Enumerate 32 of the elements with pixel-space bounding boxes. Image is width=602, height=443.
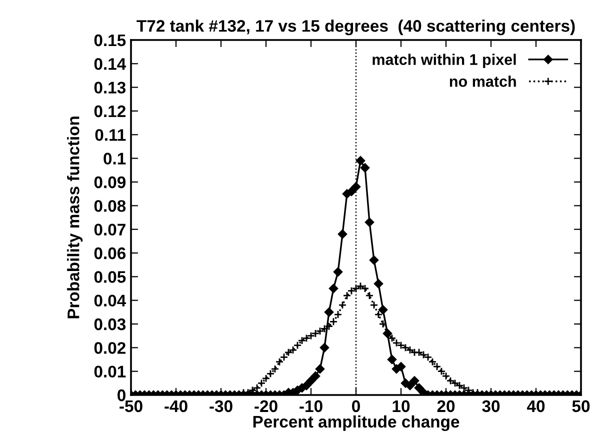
- x-tick-label: -50: [120, 400, 142, 412]
- y-tick-label: 0.05: [94, 271, 126, 283]
- x-tick-label: 0: [352, 400, 360, 412]
- x-tick-label: 20: [437, 400, 455, 412]
- x-tick-label: 50: [572, 400, 590, 412]
- y-tick-label: 0.02: [94, 342, 126, 354]
- x-tick-label: 30: [482, 400, 500, 412]
- y-tick-label: 0: [118, 389, 126, 402]
- y-tick-label: 0.15: [94, 34, 126, 46]
- x-axis-title: Percent amplitude change: [253, 415, 460, 432]
- y-tick-label: 0.04: [94, 294, 126, 307]
- y-tick-label: 0.1: [104, 152, 126, 165]
- y-tick-label: 0.11: [95, 129, 126, 141]
- y-tick-label: 0.07: [94, 224, 126, 236]
- y-tick-label: 0.08: [94, 200, 126, 212]
- y-tick-label: 0.09: [94, 176, 126, 188]
- x-tick-label: 40: [526, 400, 545, 412]
- y-tick-label: 0.06: [94, 247, 126, 260]
- y-axis-title: Probability mass function: [67, 116, 83, 318]
- x-tick-label: 10: [392, 400, 410, 412]
- y-tick-label: 0.12: [94, 105, 126, 118]
- legend-label: match within 1 pixel: [372, 54, 516, 68]
- x-tick-label: -20: [254, 400, 278, 412]
- y-tick-label: 0.13: [94, 82, 126, 94]
- x-tick-label: -10: [300, 400, 322, 412]
- y-tick-label: 0.01: [94, 366, 126, 378]
- x-tick-label: -40: [164, 400, 188, 412]
- y-tick-label: 0.03: [94, 318, 126, 330]
- x-tick-label: -30: [210, 400, 232, 412]
- y-tick-label: 0.14: [94, 58, 126, 70]
- chart-title: T72 tank #132, 17 vs 15 degrees (40 scattering centers): [136, 20, 575, 36]
- legend-label: no match: [450, 76, 516, 87]
